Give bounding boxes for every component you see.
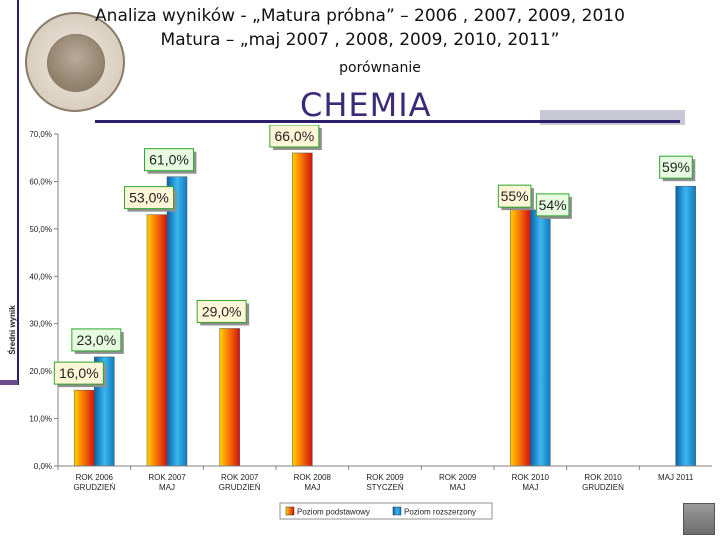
data-label-box: [659, 155, 693, 179]
y-tick-label: 70,0%: [29, 130, 52, 139]
data-label: 54%: [539, 197, 567, 213]
x-tick-label: MAJ: [450, 483, 466, 492]
x-tick-label: ROK 2010: [512, 473, 550, 482]
legend-label: Poziom podstawowy: [297, 508, 370, 517]
data-label: 23,0%: [76, 332, 116, 348]
bar-basic: [74, 389, 95, 467]
data-label-box: [535, 193, 570, 217]
x-tick-label: ROK 2009: [366, 473, 404, 482]
data-label: 53,0%: [129, 190, 169, 206]
legend-swatch: [285, 506, 295, 516]
x-tick-label: ROK 2007: [148, 473, 186, 482]
bar-extended: [166, 176, 188, 467]
bar-extended: [675, 185, 696, 467]
x-tick-label: ROK 2010: [584, 473, 622, 482]
subject-heading: CHEMIA: [300, 86, 432, 124]
y-tick-label: 0,0%: [34, 462, 52, 471]
x-tick-label: MAJ 2011: [658, 473, 694, 482]
bar-basic: [510, 204, 531, 467]
bar-basic: [146, 214, 168, 467]
data-label: 55%: [501, 188, 529, 204]
y-tick-label: 40,0%: [29, 272, 52, 281]
x-tick-label: ROK 2006: [76, 473, 114, 482]
x-tick-label: MAJ: [159, 483, 175, 492]
y-tick-label: 50,0%: [29, 225, 52, 234]
legend-box: [279, 502, 493, 520]
data-label-box: [196, 299, 247, 323]
y-tick-label: 30,0%: [29, 320, 52, 329]
left-decorative-accent: [0, 380, 18, 385]
y-tick-label: 20,0%: [29, 367, 52, 376]
data-label-box: [269, 125, 320, 148]
school-seal-logo: [25, 12, 125, 112]
x-tick-label: STYCZEŃ: [366, 483, 404, 492]
y-tick-label: 10,0%: [29, 415, 52, 424]
x-tick-label: GRUDZIEŃ: [582, 483, 624, 492]
seal-portrait: [47, 34, 105, 92]
bar-basic: [292, 152, 313, 467]
bar-chart: 0,0%10,0%20,0%30,0%40,0%50,0%60,0%70,0% …: [8, 125, 712, 520]
data-label: 59%: [662, 159, 690, 175]
x-tick-label: ROK 2008: [294, 473, 332, 482]
header-underline: [95, 120, 680, 123]
legend-swatch: [392, 506, 402, 516]
data-label: 16,0%: [59, 365, 99, 381]
left-decorative-rule: [17, 0, 19, 385]
bar-basic: [219, 328, 240, 467]
x-tick-label: ROK 2009: [439, 473, 477, 482]
data-label-box: [124, 186, 174, 210]
title-line-1: Analiza wyników - „Matura próbna” – 2006…: [95, 6, 625, 26]
legend-label: Poziom rozszerzony: [404, 508, 476, 517]
data-label: 29,0%: [202, 303, 242, 319]
data-label-box: [53, 361, 104, 385]
title-line-2: Matura – „maj 2007 , 2008, 2009, 2010, 2…: [160, 30, 560, 50]
next-slide-button[interactable]: [683, 503, 715, 535]
x-tick-label: ROK 2007: [221, 473, 259, 482]
x-tick-label: GRUDZIEŃ: [73, 483, 115, 492]
data-label: 61,0%: [149, 152, 189, 168]
x-tick-label: GRUDZIEŃ: [219, 483, 261, 492]
y-axis-label: Średni wynik: [8, 305, 17, 355]
data-label-box: [497, 184, 532, 208]
x-tick-label: MAJ: [522, 483, 538, 492]
data-label-box: [144, 148, 194, 172]
x-tick-label: MAJ: [304, 483, 320, 492]
legend: Poziom podstawowy Poziom rozszerzony: [279, 502, 493, 520]
data-label: 66,0%: [274, 128, 314, 144]
y-axis: 0,0% 10,0% 20,0% 30,0% 40,0% 50,0% 60,0% 70,0%: [29, 130, 59, 471]
data-label-box: [71, 328, 122, 352]
subtitle: porównanie: [339, 60, 421, 76]
bar-extended: [530, 209, 551, 467]
y-tick-label: 60,0%: [29, 177, 52, 186]
